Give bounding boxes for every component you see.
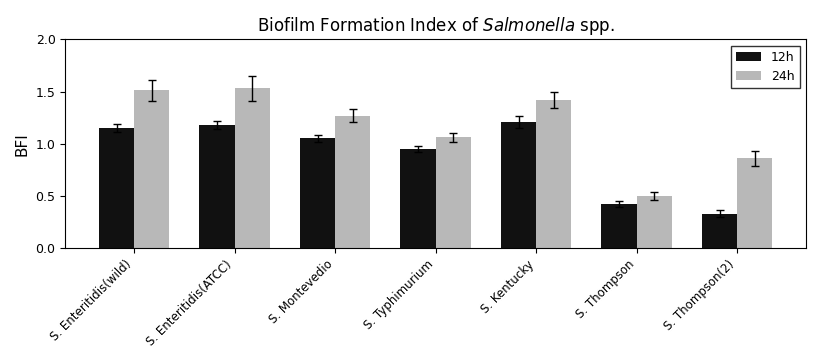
Bar xyxy=(436,138,470,248)
Bar xyxy=(99,128,134,248)
Bar xyxy=(702,213,737,248)
Bar xyxy=(401,149,436,248)
Bar xyxy=(335,115,370,248)
Bar xyxy=(636,196,672,248)
Bar xyxy=(501,122,536,248)
Y-axis label: BFI: BFI xyxy=(15,132,30,156)
Legend: 12h, 24h: 12h, 24h xyxy=(732,46,800,88)
Bar xyxy=(300,138,335,248)
Bar xyxy=(200,125,235,248)
Title: Biofilm Formation Index of $\it{Salmonella}$ spp.: Biofilm Formation Index of $\it{Salmonel… xyxy=(257,15,615,37)
Bar xyxy=(235,88,270,248)
Bar xyxy=(737,158,773,248)
Bar xyxy=(536,100,571,248)
Bar xyxy=(134,90,169,248)
Bar xyxy=(602,204,636,248)
